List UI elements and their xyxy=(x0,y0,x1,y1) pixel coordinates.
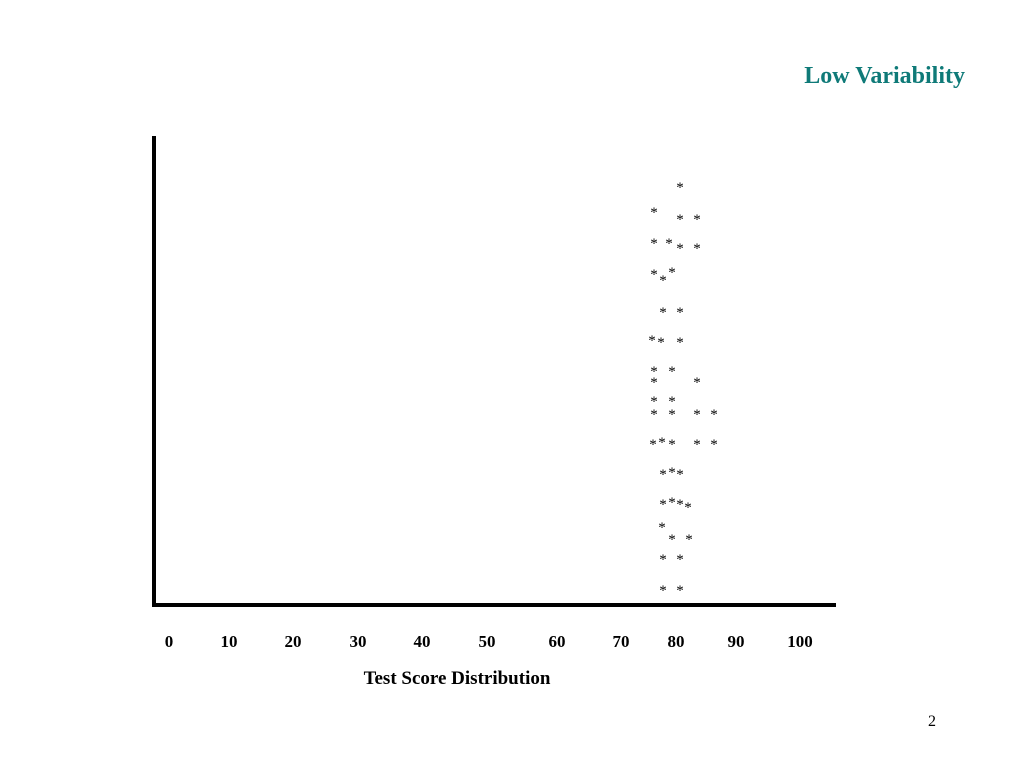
tick-label: 0 xyxy=(165,632,174,651)
tick-label: 60 xyxy=(549,632,566,651)
asterisk: * xyxy=(668,407,676,423)
asterisk: * xyxy=(676,212,684,228)
asterisk: * xyxy=(693,437,701,453)
asterisk: * xyxy=(668,265,676,281)
asterisk: * xyxy=(657,335,665,351)
asterisk: * xyxy=(676,335,684,351)
asterisk: * xyxy=(685,532,693,548)
asterisk: * xyxy=(659,497,667,513)
asterisk: * xyxy=(668,495,676,511)
asterisk: * xyxy=(659,552,667,568)
asterisk: * xyxy=(676,583,684,599)
asterisk: * xyxy=(668,465,676,481)
asterisk: * xyxy=(668,394,676,410)
tick-label: 50 xyxy=(479,632,496,651)
asterisk: * xyxy=(693,407,701,423)
asterisk: * xyxy=(710,407,718,423)
slide-title: Low Variability xyxy=(804,63,965,89)
asterisk: * xyxy=(668,437,676,453)
asterisk: * xyxy=(659,305,667,321)
asterisk: * xyxy=(648,333,656,349)
tick-label: 10 xyxy=(221,632,238,651)
asterisk: * xyxy=(693,375,701,391)
asterisk: * xyxy=(649,437,657,453)
tick-label: 90 xyxy=(728,632,745,651)
asterisk: * xyxy=(659,273,667,289)
asterisk: * xyxy=(650,267,658,283)
asterisk: * xyxy=(676,180,684,196)
asterisk: * xyxy=(650,236,658,252)
tick-label: 70 xyxy=(613,632,630,651)
asterisk: * xyxy=(668,532,676,548)
asterisk: * xyxy=(676,241,684,257)
tick-label: 30 xyxy=(350,632,367,651)
asterisk: * xyxy=(693,212,701,228)
asterisk: * xyxy=(676,305,684,321)
asterisk: * xyxy=(693,241,701,257)
asterisk: * xyxy=(665,236,673,252)
asterisk: * xyxy=(676,552,684,568)
asterisk: * xyxy=(710,437,718,453)
page-number: 2 xyxy=(928,713,936,730)
asterisk: * xyxy=(658,520,666,536)
asterisk: * xyxy=(650,394,658,410)
axis-label: Test Score Distribution xyxy=(364,668,551,689)
asterisk: * xyxy=(650,407,658,423)
asterisk: * xyxy=(650,375,658,391)
tick-label: 100 xyxy=(787,632,813,651)
asterisk: * xyxy=(650,205,658,221)
asterisk-plot: ** * ** * * ** * ** ** * ** ** ** ** * * ** * * * ** * ** * * ***… xyxy=(648,180,718,599)
asterisk: * xyxy=(668,364,676,380)
asterisk: * xyxy=(684,500,692,516)
asterisk: * xyxy=(676,497,684,513)
asterisk: * xyxy=(676,467,684,483)
tick-label: 80 xyxy=(668,632,685,651)
tick-label: 40 xyxy=(414,632,431,651)
asterisk: * xyxy=(659,467,667,483)
tick-labels: 0 10 20 30 40 50 60 70 80 90 100 xyxy=(165,632,813,651)
asterisk: * xyxy=(650,364,658,380)
asterisk: * xyxy=(658,435,666,451)
asterisk: * xyxy=(659,583,667,599)
tick-label: 20 xyxy=(285,632,302,651)
